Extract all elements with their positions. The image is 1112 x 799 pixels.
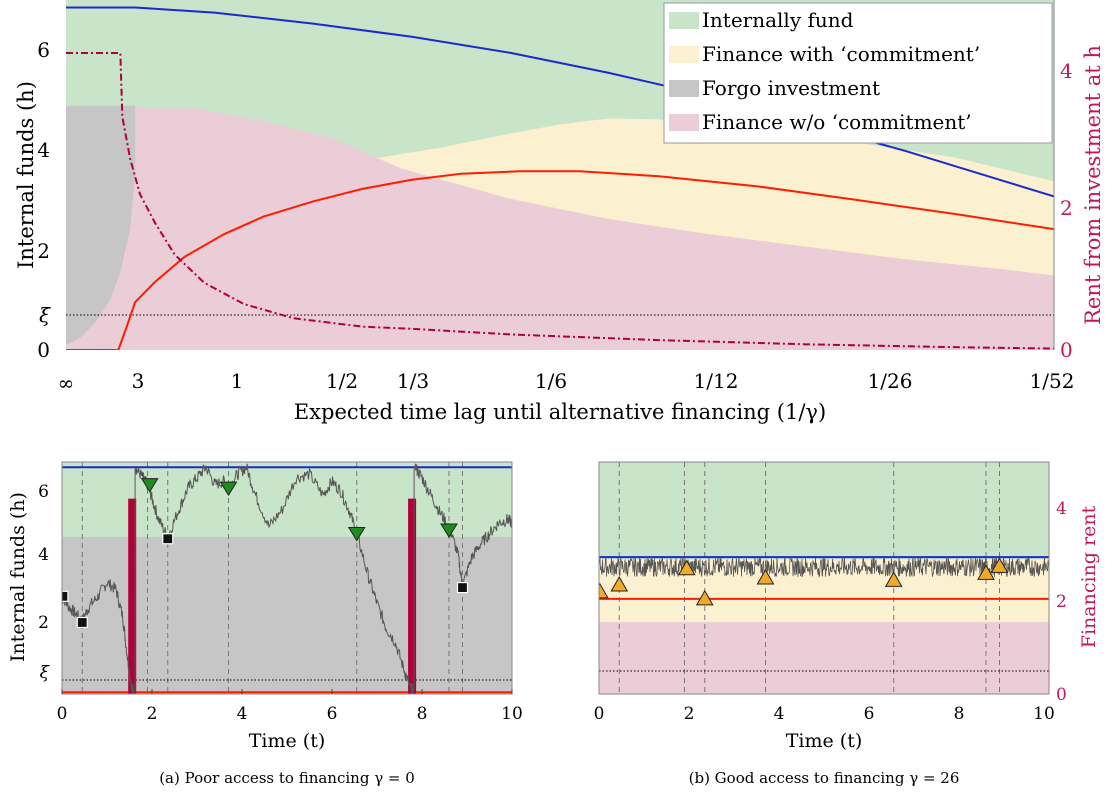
bl-marker-square: [162, 533, 174, 545]
xtick-1-6: 1/6: [535, 369, 567, 393]
legend-swatch-forgo: [669, 80, 699, 97]
legend-label-no-commitment: Finance w/o ‘commitment’: [702, 110, 972, 134]
caption-a: (a) Poor access to financing γ = 0: [159, 769, 415, 787]
ytick-0: 0: [37, 338, 50, 362]
bl-ytick-4: 4: [38, 545, 49, 565]
br-xtick-8: 8: [954, 704, 965, 724]
bl-marker-square: [62, 590, 69, 602]
xtick-1-26: 1/26: [868, 369, 913, 393]
xtick-inf: ∞: [58, 371, 75, 395]
br-ytick-0: 0: [1056, 685, 1067, 705]
top-lines: [66, 6, 1054, 350]
br-regions: [599, 462, 1049, 694]
bl-lines: [62, 462, 512, 694]
br-lines: [599, 462, 1049, 694]
br-funds-path: [599, 556, 1049, 578]
br-xtick-4: 4: [774, 704, 785, 724]
series-line-rent: [66, 52, 1054, 350]
br-marker-triangle: [677, 559, 696, 576]
xtick-1: 1: [231, 369, 244, 393]
bl-xtick-2: 2: [147, 704, 158, 724]
xtick-1-12: 1/12: [694, 369, 739, 393]
bl-marker-triangle: [347, 527, 366, 542]
br-xtick-6: 6: [864, 704, 875, 724]
bl-xtick-0: 0: [57, 704, 68, 724]
bl-xtick-6: 6: [327, 704, 338, 724]
y2tick-0: 0: [1060, 338, 1073, 362]
legend-label-forgo: Forgo investment: [702, 76, 880, 100]
region-finance-without-commitment: [66, 105, 1054, 350]
y2tick-4: 4: [1060, 59, 1073, 83]
bl-rent-bar: [128, 498, 137, 694]
br-marker-triangle: [599, 582, 609, 599]
br-y-axis-label: Financing rent: [1078, 505, 1100, 648]
xtick-1-52: 1/52: [1030, 369, 1075, 393]
br-marker-triangle: [990, 557, 1009, 573]
br-marker-triangle: [695, 589, 714, 606]
bl-frame: [61, 461, 513, 695]
br-ytick-2: 2: [1056, 592, 1067, 612]
bl-regions: [62, 462, 512, 694]
br-marker-triangle: [977, 564, 995, 580]
br-region-no-commitment: [599, 622, 1049, 694]
legend: Internally fund Finance with ‘commitment…: [663, 2, 1053, 144]
br-ytick-4: 4: [1056, 499, 1067, 519]
br-x-axis-label: Time (t): [786, 730, 863, 752]
br-xtick-2: 2: [684, 704, 695, 724]
bl-marker-triangle: [219, 481, 238, 497]
bl-x-axis-label: Time (t): [249, 730, 326, 752]
br-xtick-10: 10: [1033, 704, 1055, 724]
bl-ytick-6: 6: [38, 482, 49, 502]
bl-region-forgo: [62, 537, 512, 694]
top-y-axis-label: Internal funds (h): [14, 81, 38, 269]
legend-label-commitment: Finance with ‘commitment’: [702, 42, 980, 66]
br-xtick-0: 0: [594, 704, 605, 724]
legend-label-internally-fund: Internally fund: [702, 8, 854, 32]
legend-swatch-commitment: [669, 46, 699, 63]
series-line-blue: [66, 6, 1054, 198]
legend-swatch-internally-fund: [669, 12, 699, 29]
br-frame: [598, 461, 1050, 695]
top-chart: 6 4 2 0 ξ 4 2 0 ∞ 3 1 1/2 1/3 1/6 1/12 1…: [14, 0, 1105, 424]
top-x-axis-label: Expected time lag until alternative fina…: [294, 400, 826, 424]
xtick-1-2: 1/2: [326, 369, 358, 393]
bottom-left-chart: 6 4 2 ξ 0 2 4 6 8 10 Time (t) Internal f…: [7, 461, 523, 787]
bl-rent-bar: [408, 498, 417, 694]
ytick-2: 2: [37, 239, 50, 263]
ytick-4: 4: [37, 138, 50, 162]
bl-marker-triangle: [440, 523, 458, 538]
xtick-1-3: 1/3: [397, 369, 429, 393]
bottom-right-chart: 4 2 0 0 2 4 6 8 10 Time (t) Financing re…: [594, 461, 1100, 787]
bl-marker-triangle: [140, 478, 159, 493]
br-marker-triangle: [884, 571, 903, 587]
bl-region-internal: [62, 462, 512, 538]
y2tick-2: 2: [1060, 196, 1073, 220]
bl-xtick-10: 10: [501, 704, 523, 724]
legend-box: [663, 2, 1053, 144]
bl-marker-square: [456, 581, 469, 594]
br-marker-triangle: [610, 575, 629, 592]
top-regions: [66, 105, 1054, 350]
br-marker-triangle: [756, 568, 775, 585]
series-line-red: [66, 170, 1054, 350]
ytick-xi: ξ: [39, 303, 51, 327]
ytick-6: 6: [37, 38, 50, 62]
xtick-3: 3: [132, 369, 145, 393]
bl-ytick-xi: ξ: [40, 663, 51, 683]
bl-funds-path: [62, 463, 512, 694]
top-y2-axis-label: Rent from investment at h: [1081, 45, 1105, 325]
legend-swatch-no-commitment: [669, 114, 699, 131]
bl-marker-square: [76, 616, 88, 629]
caption-b: (b) Good access to financing γ = 26: [689, 769, 960, 787]
bl-xtick-8: 8: [417, 704, 428, 724]
region-forgo-investment: [66, 105, 136, 345]
bl-ticks: [61, 689, 513, 694]
bl-ytick-2: 2: [38, 613, 49, 633]
bl-xtick-4: 4: [237, 704, 248, 724]
bl-y-axis-label: Internal funds (h): [7, 492, 29, 662]
